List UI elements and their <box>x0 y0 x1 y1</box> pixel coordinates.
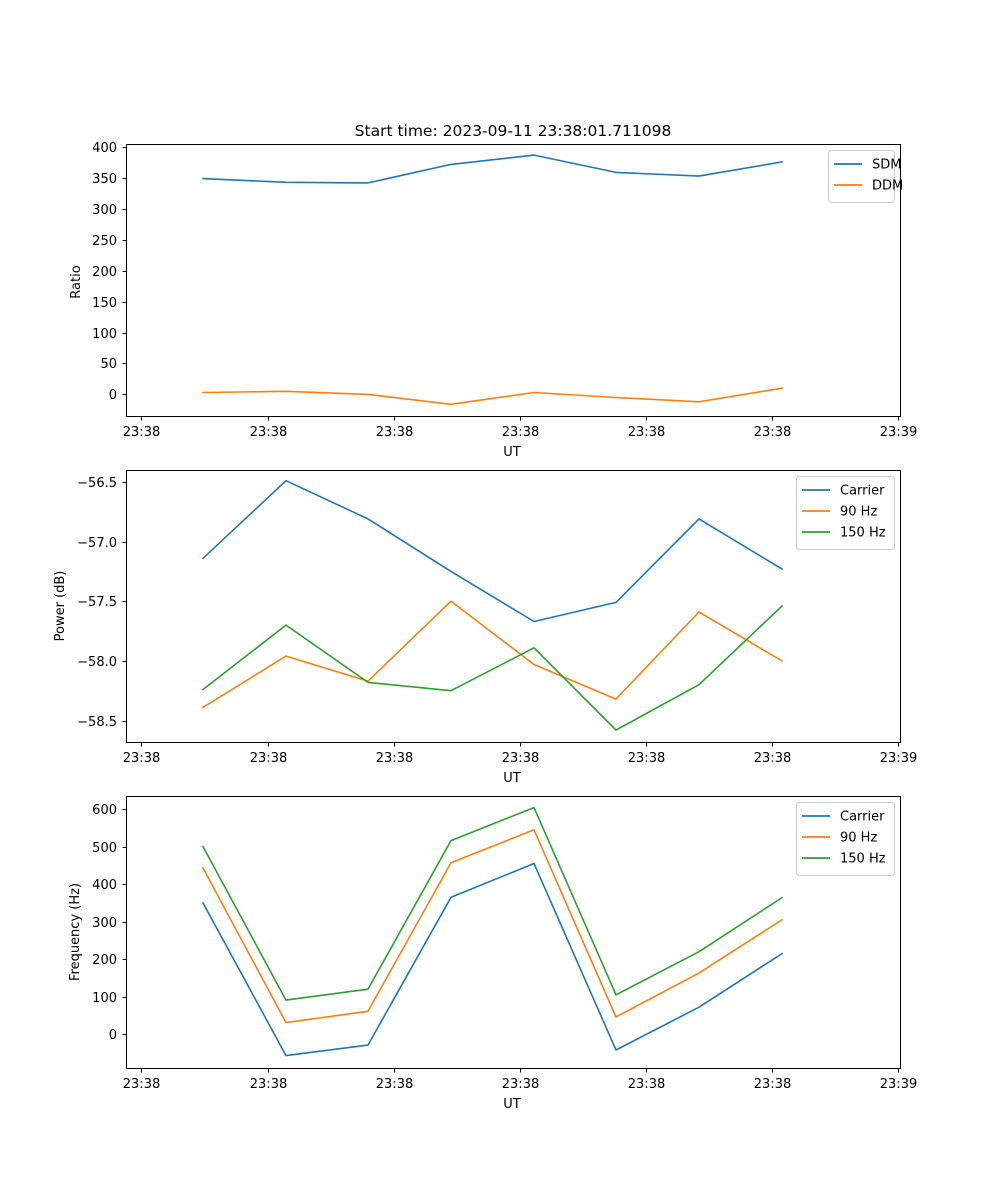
series-line-carrier <box>201 862 784 1057</box>
y-tick-label: 150 <box>92 296 117 311</box>
x-tick-label: 23:38 <box>123 425 160 440</box>
series-line-150-hz <box>201 604 784 731</box>
ratio-panel: Start time: 2023-09-11 23:38:01.711098 U… <box>69 122 917 460</box>
x-tick-label: 23:38 <box>376 751 413 766</box>
series-line-sdm <box>202 154 783 184</box>
series-line-carrier <box>201 479 784 623</box>
x-tick-label: 23:39 <box>880 1077 917 1092</box>
legend-label: Carrier <box>840 810 885 825</box>
x-axis-label: UT <box>503 445 521 460</box>
y-tick-label: 0 <box>109 1028 117 1043</box>
y-tick-label: 600 <box>92 803 117 818</box>
y-axis-label: Ratio <box>69 265 84 298</box>
x-axis-label: UT <box>503 771 521 786</box>
y-tick-label: −58.5 <box>77 715 117 730</box>
y-axis-label: Power (dB) <box>53 571 68 642</box>
y-tick-label: 400 <box>92 878 117 893</box>
y-axis-label: Frequency (Hz) <box>68 883 83 981</box>
x-tick-label: 23:38 <box>376 1077 413 1092</box>
series-line-90-hz <box>201 600 784 709</box>
y-tick-label: −56.5 <box>77 476 117 491</box>
y-tick-label: −57.5 <box>77 595 117 610</box>
x-tick-label: 23:38 <box>754 425 791 440</box>
y-tick-label: 300 <box>92 203 117 218</box>
y-tick-label: 50 <box>100 357 117 372</box>
x-tick-label: 23:38 <box>250 425 287 440</box>
y-tick-label: 100 <box>92 991 117 1006</box>
y-tick-label: 200 <box>92 265 117 280</box>
plot-frame <box>126 144 901 417</box>
x-tick-label: 23:38 <box>502 1077 539 1092</box>
plot-frame <box>126 796 901 1069</box>
y-tick-label: −58.0 <box>77 655 117 670</box>
chart-title: Start time: 2023-09-11 23:38:01.711098 <box>355 122 672 140</box>
y-tick-label: 0 <box>109 388 117 403</box>
legend-label: DDM <box>872 179 903 194</box>
power-panel: UT Power (dB) −58.5 −58.0 −57.5 −57.0 −56.5 2… <box>53 470 917 786</box>
x-tick-label: 23:38 <box>628 751 665 766</box>
legend-label: SDM <box>872 158 901 173</box>
x-tick-label: 23:39 <box>880 425 917 440</box>
legend-label: 90 Hz <box>840 831 877 846</box>
x-tick-label: 23:38 <box>250 1077 287 1092</box>
frequency-panel: UT Frequency (Hz) 0 100 200 300 400 500 600 23:… <box>68 796 917 1112</box>
y-tick-label: 500 <box>92 841 117 856</box>
x-axis-label: UT <box>503 1097 521 1112</box>
x-tick-label: 23:38 <box>123 751 160 766</box>
legend: Carrier 90 Hz 150 Hz <box>796 476 895 550</box>
x-tick-label: 23:38 <box>502 751 539 766</box>
legend-label: 90 Hz <box>840 505 877 520</box>
legend-label: 150 Hz <box>840 852 886 867</box>
x-tick-label: 23:38 <box>502 425 539 440</box>
plot-frame <box>126 470 901 743</box>
x-tick-label: 23:38 <box>754 1077 791 1092</box>
legend: SDM DDM <box>828 150 903 203</box>
legend-label: Carrier <box>840 484 885 499</box>
y-tick-label: 350 <box>92 172 117 187</box>
y-tick-label: 300 <box>92 916 117 931</box>
legend: Carrier 90 Hz 150 Hz <box>796 802 895 876</box>
x-tick-label: 23:38 <box>628 425 665 440</box>
x-tick-label: 23:39 <box>880 751 917 766</box>
x-tick-label: 23:38 <box>123 1077 160 1092</box>
y-tick-label: 100 <box>92 327 117 342</box>
series-line-150-hz <box>201 806 784 1001</box>
series-line-90-hz <box>201 828 784 1024</box>
x-tick-label: 23:38 <box>754 751 791 766</box>
y-tick-label: 200 <box>92 953 117 968</box>
y-tick-label: 250 <box>92 234 117 249</box>
y-tick-label: 400 <box>92 141 117 156</box>
x-tick-label: 23:38 <box>250 751 287 766</box>
legend-label: 150 Hz <box>840 526 886 541</box>
x-tick-label: 23:38 <box>376 425 413 440</box>
y-tick-label: −57.0 <box>77 536 117 551</box>
x-tick-label: 23:38 <box>628 1077 665 1092</box>
series-line-ddm <box>202 387 783 406</box>
